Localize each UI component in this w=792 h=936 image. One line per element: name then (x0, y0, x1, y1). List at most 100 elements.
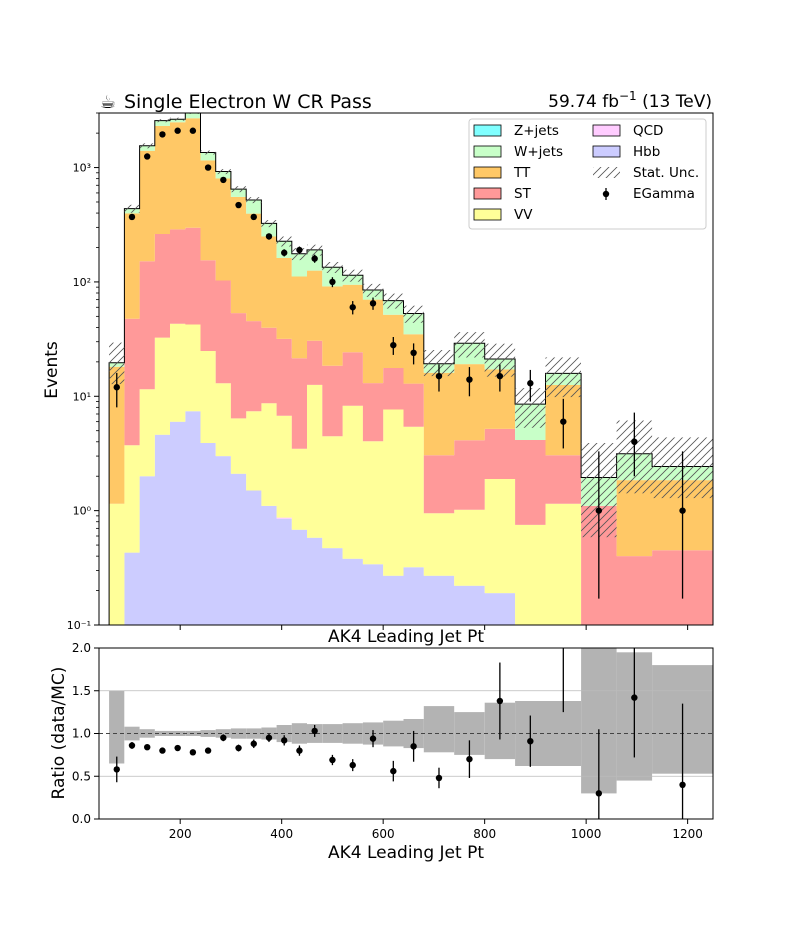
ratio-y-tick-label: 1.0 (72, 727, 91, 741)
ratio-x-tick-label: 200 (169, 827, 192, 841)
legend-marker-egamma (602, 190, 610, 198)
ratio-point (204, 747, 212, 754)
stat-unc-band (200, 150, 216, 155)
data-point (527, 380, 534, 387)
stat-unc-band (154, 119, 170, 123)
ratio-point (390, 767, 397, 775)
ratio-point (281, 737, 288, 744)
data-point (159, 131, 166, 138)
ratio-point (113, 766, 120, 773)
ratio-point (250, 740, 257, 747)
ratio-plot-panel: 0.0 0.5 1.0 1.5 2.0 200 400 600 800 1000 1200 Rati… (49, 641, 714, 863)
data-point (329, 278, 336, 286)
ratio-unc-band (139, 729, 155, 738)
stat-unc-band (109, 342, 125, 385)
data-point (220, 176, 227, 184)
ratio-x-tick-label: 600 (372, 827, 395, 841)
stack-tt (109, 118, 713, 557)
ratio-point (631, 694, 638, 701)
legend-label-qcd: QCD (633, 123, 663, 139)
ratio-y-axis-label: Ratio (data/MC) (49, 667, 69, 800)
data-point (144, 153, 151, 160)
ratio-x-tick-label: 800 (473, 827, 496, 841)
legend-label-st: ST (514, 186, 532, 202)
data-point (281, 249, 288, 256)
ratio-point (189, 749, 197, 756)
ratio-point (679, 781, 686, 788)
main-y-tick-label: 10³ (73, 162, 91, 175)
stat-unc-band (307, 244, 323, 256)
legend-frame (468, 118, 707, 230)
ratio-point (174, 744, 181, 752)
stack-w-jets (109, 113, 713, 506)
ratio-point (527, 737, 534, 745)
legend-swatch-stat-unc (593, 167, 620, 178)
main-y-tick-label: 10⁻¹ (67, 619, 91, 632)
ratio-point (235, 744, 242, 752)
ratio-x-axis-label: AK4 Leading Jet Pt (328, 843, 484, 863)
legend-label-tt: TT (513, 165, 531, 181)
ratio-point (311, 727, 318, 735)
ratio-point (265, 734, 273, 741)
ratio-y-tick-label: 0.5 (72, 769, 91, 783)
ratio-x-tick-label: 1200 (672, 827, 703, 841)
stat-unc-band (342, 269, 363, 282)
data-point (174, 127, 181, 134)
legend-swatch-hbb (592, 145, 621, 158)
ratio-y-tick-label: 0.0 (72, 812, 91, 826)
legend-label-w-jets: W+jets (514, 144, 563, 160)
stat-unc-band (291, 248, 307, 261)
ratio-unc-band (200, 730, 216, 737)
legend-label-vv: VV (514, 207, 533, 223)
data-point (128, 213, 136, 221)
ratio-unc-band (291, 723, 307, 744)
legend-swatch-st (473, 187, 502, 200)
legend-label-z-jets: Z+jets (514, 123, 559, 139)
data-point (369, 300, 377, 307)
ratio-unc-band (109, 690, 125, 764)
stat-unc-band (383, 293, 404, 309)
legend-swatch-z-jets (473, 124, 502, 137)
stat-unc-band (261, 220, 277, 228)
stack-st (109, 227, 713, 625)
data-point (466, 376, 473, 383)
legend-label-hbb: Hbb (633, 144, 660, 160)
ratio-y-tick-label: 2.0 (72, 641, 91, 655)
data-point (390, 341, 397, 349)
stat-unc-band (139, 143, 155, 149)
data-point (265, 233, 273, 240)
legend-swatch-vv (473, 208, 502, 221)
legend-label-stat-unc: Stat. Unc. (633, 165, 699, 181)
main-y-tick-label: 10⁰ (73, 505, 92, 518)
ratio-point (349, 761, 356, 769)
stat-unc-band (403, 305, 424, 323)
data-point (235, 201, 242, 209)
lumi-label: 59.74 fb−1 (13 TeV) (548, 89, 712, 112)
stat-unc-band (246, 197, 262, 204)
ratio-point (296, 747, 303, 754)
stat-unc-band (362, 283, 384, 297)
coffee-cup-icon: ☕ (100, 92, 116, 113)
data-point (349, 304, 356, 311)
ratio-point (159, 747, 166, 754)
data-point (560, 418, 567, 425)
ratio-point (410, 743, 417, 750)
ratio-unc-band (215, 729, 231, 738)
stat-unc-band (454, 332, 485, 358)
main-y-axis-label: Events (42, 341, 62, 399)
ratio-point (435, 774, 443, 782)
stat-unc-band (215, 169, 231, 175)
stack-hbb (124, 411, 516, 625)
data-point (296, 246, 303, 254)
data-point (496, 372, 504, 380)
ratio-x-tick-label: 400 (270, 827, 293, 841)
main-x-axis-label: AK4 Leading Jet Pt (328, 627, 484, 647)
main-plot-panel: 10⁻¹ 10⁰ 10¹ 10² 10³ Events AK4 Leading Jet … (42, 112, 714, 647)
legend-swatch-w-jets (473, 145, 502, 158)
stat-unc-band (170, 117, 186, 121)
data-point (595, 507, 603, 514)
ratio-point (496, 697, 504, 705)
legend: Z+jets W+jets TT ST VV QCD Hbb Stat. Unc. EGamma (468, 118, 707, 230)
data-point (410, 349, 417, 357)
stat-unc-band (124, 204, 140, 213)
